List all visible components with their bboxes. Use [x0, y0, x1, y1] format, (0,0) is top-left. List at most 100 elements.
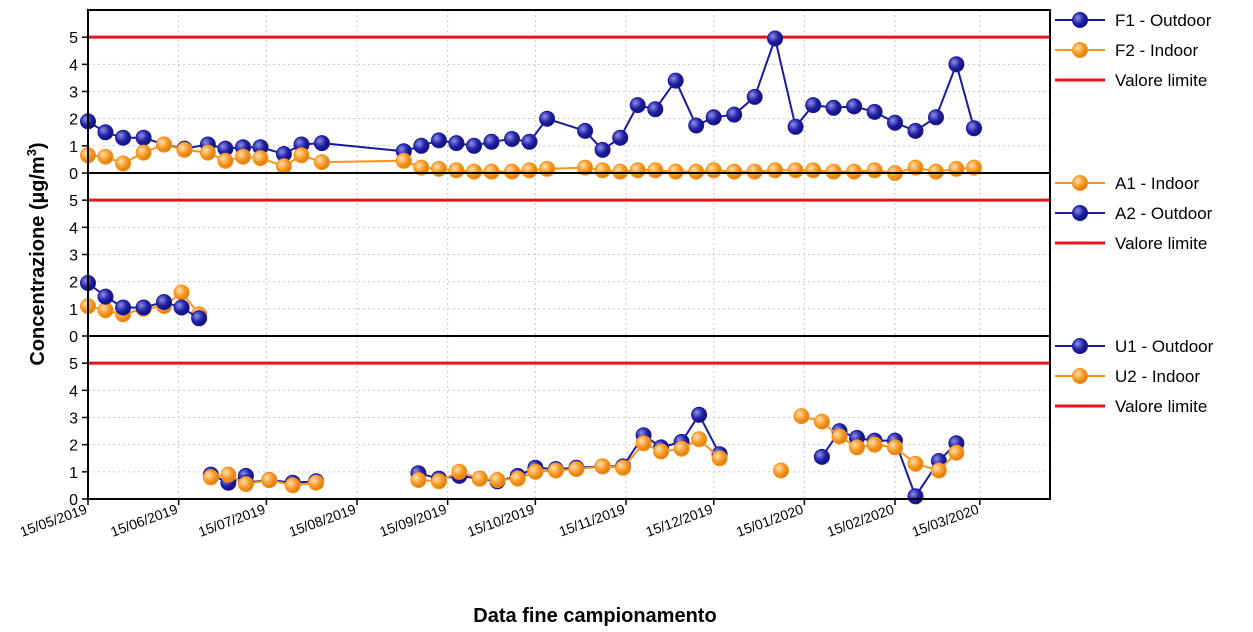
y-tick-label: 4 — [69, 57, 78, 74]
data-point — [97, 148, 114, 165]
data-point — [202, 469, 219, 486]
data-point — [448, 162, 465, 179]
data-point — [825, 163, 842, 180]
panel-3: 0 1 2 3 4 5 — [69, 335, 1051, 509]
legend-item: U1 - Outdoor — [1055, 337, 1214, 356]
data-point — [928, 109, 944, 126]
data-point — [691, 431, 708, 448]
y-tick-label: 0 — [69, 492, 78, 509]
legend-swatch-marker — [1072, 205, 1088, 221]
data-point — [448, 135, 465, 152]
data-point — [629, 97, 646, 114]
x-axis-title: Data fine campionamento — [473, 605, 716, 627]
legend-label: Valore limite — [1115, 397, 1207, 416]
data-point — [767, 30, 784, 47]
data-point — [948, 56, 965, 73]
data-point — [173, 299, 190, 316]
data-point — [887, 114, 903, 131]
data-point — [466, 137, 482, 154]
data-point — [907, 488, 924, 505]
series-f2-indoor — [80, 136, 982, 181]
y-tick-label: 2 — [69, 438, 78, 455]
data-point — [849, 439, 865, 456]
data-point — [928, 163, 944, 180]
legend-item: U2 - Indoor — [1055, 367, 1200, 386]
data-point — [805, 97, 822, 114]
data-point — [793, 408, 810, 425]
data-point — [135, 144, 152, 161]
data-point — [930, 462, 947, 479]
data-point — [509, 470, 526, 487]
legend-swatch-marker — [1072, 12, 1088, 28]
data-point — [647, 101, 664, 118]
data-point — [866, 162, 883, 179]
legend-label: U2 - Indoor — [1115, 367, 1200, 386]
legend-panel-3: U1 - Outdoor U2 - Indoor Valore limite — [1055, 337, 1214, 416]
series-line — [418, 412, 721, 483]
data-point — [483, 163, 500, 180]
legend-label: A2 - Outdoor — [1115, 204, 1213, 223]
legend-item: Valore limite — [1055, 397, 1207, 416]
data-point — [673, 440, 690, 457]
data-point — [539, 110, 556, 127]
data-point — [688, 117, 705, 134]
data-point — [191, 310, 208, 327]
data-point — [97, 124, 114, 141]
legend-label: A1 - Indoor — [1115, 174, 1199, 193]
legend: F1 - Outdoor F2 - Indoor Valore limite A1 -… — [1055, 11, 1214, 416]
y-tick-label: 0 — [69, 329, 78, 346]
x-tick-label: 15/11/2019 — [557, 501, 628, 540]
y-tick-label: 5 — [69, 356, 78, 373]
data-point — [483, 133, 500, 150]
data-point — [489, 472, 506, 488]
legend-item: A2 - Outdoor — [1055, 204, 1213, 223]
legend-item: F1 - Outdoor — [1055, 11, 1212, 30]
data-point — [577, 159, 594, 176]
data-point — [966, 159, 982, 176]
data-point — [395, 152, 412, 169]
data-point — [612, 163, 629, 180]
y-tick-label: 3 — [69, 85, 78, 102]
data-point — [235, 148, 251, 165]
data-point — [866, 103, 883, 120]
legend-swatch-marker — [1072, 175, 1088, 191]
y-tick-label: 3 — [69, 248, 78, 265]
data-point — [667, 72, 684, 89]
x-tick-label: 15/10/2019 — [465, 501, 537, 540]
y-tick-label: 1 — [69, 465, 78, 482]
data-point — [173, 284, 190, 301]
data-point — [156, 136, 172, 153]
data-point — [466, 163, 482, 180]
legend-swatch-marker — [1078, 404, 1082, 408]
panel-2: 0 1 2 3 4 5 — [69, 172, 1051, 346]
y-tick-label: 0 — [69, 166, 78, 183]
data-point — [237, 476, 254, 493]
legend-swatch-marker — [1072, 338, 1088, 354]
legend-swatch-marker — [1072, 368, 1088, 384]
y-tick-label: 1 — [69, 139, 78, 156]
data-point — [308, 474, 325, 491]
data-point — [691, 406, 708, 423]
legend-item: Valore limite — [1055, 71, 1207, 90]
data-point — [805, 162, 822, 179]
data-point — [948, 444, 965, 461]
data-point — [966, 120, 982, 137]
data-point — [261, 472, 278, 488]
x-tick-label: 15/05/2019 — [18, 501, 90, 540]
data-point — [451, 463, 468, 480]
data-point — [726, 106, 743, 123]
data-point — [846, 98, 863, 115]
data-point — [615, 459, 632, 476]
legend-label: Valore limite — [1115, 71, 1207, 90]
data-point — [135, 299, 152, 316]
data-point — [787, 118, 804, 135]
legend-item: F2 - Indoor — [1055, 41, 1198, 60]
data-point — [647, 162, 664, 179]
x-tick-label: 15/03/2020 — [910, 501, 982, 540]
data-point — [217, 152, 234, 169]
y-tick-label: 2 — [69, 275, 78, 292]
data-point — [787, 162, 804, 179]
data-point — [176, 141, 193, 158]
legend-label: Valore limite — [1115, 234, 1207, 253]
